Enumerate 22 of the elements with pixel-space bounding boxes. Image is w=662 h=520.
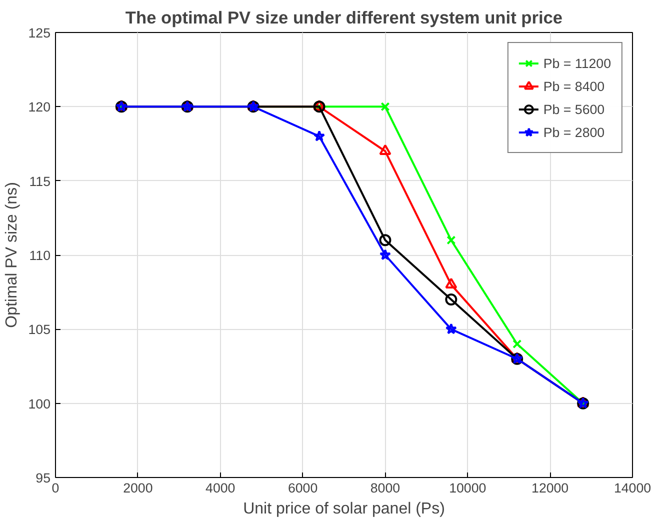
x-tick-label: 10000 bbox=[449, 480, 486, 496]
legend-label: Pb = 5600 bbox=[543, 102, 605, 116]
y-tick-label: 105 bbox=[28, 322, 51, 338]
x-tick-label: 4000 bbox=[206, 480, 236, 496]
x-axis-title: Unit price of solar panel (Ps) bbox=[243, 500, 445, 518]
x-tick-label: 0 bbox=[52, 480, 60, 496]
x-tick-label: 8000 bbox=[370, 480, 400, 496]
y-tick-label: 120 bbox=[28, 100, 51, 115]
y-tick-label: 100 bbox=[28, 396, 51, 412]
y-tick-label: 115 bbox=[29, 174, 50, 189]
y-tick-label: 110 bbox=[29, 248, 50, 263]
y-tick-label: 95 bbox=[36, 470, 51, 486]
y-axis-title: Optimal PV size (ns) bbox=[3, 182, 20, 328]
x-tick-label: 2000 bbox=[123, 480, 153, 496]
x-tick-label: 6000 bbox=[288, 480, 318, 496]
x-tick-label: 14000 bbox=[614, 480, 652, 496]
legend-label: Pb = 8400 bbox=[543, 78, 605, 94]
y-tick-label: 125 bbox=[28, 26, 51, 40]
chart-title: The optimal PV size under different system unit price bbox=[125, 8, 563, 28]
x-tick-label: 12000 bbox=[532, 480, 569, 496]
legend-label: Pb = 11200 bbox=[543, 56, 611, 70]
legend-label: Pb = 2800 bbox=[543, 124, 605, 140]
